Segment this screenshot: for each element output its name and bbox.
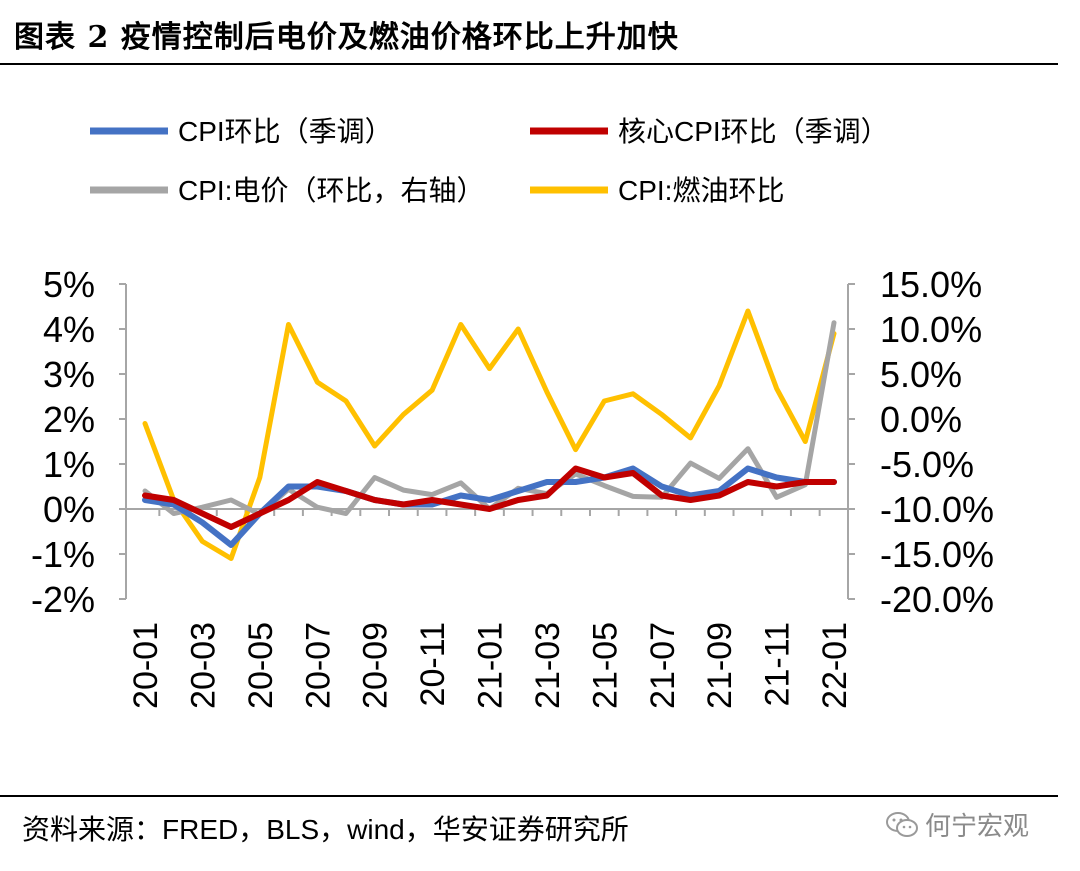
right-tick-label: -5.0%: [880, 444, 974, 485]
right-tick-label: 0.0%: [880, 399, 962, 440]
chart-area: CPI环比（季调） 核心CPI环比（季调） CPI:电价（环比，右轴） CPI:燃油环…: [31, 116, 994, 709]
right-tick-label: 15.0%: [880, 264, 982, 305]
left-tick-label: 4%: [43, 309, 95, 350]
wechat-icon: [886, 811, 918, 837]
series-line-4: [142, 308, 837, 561]
x-tick-label: 21-01: [472, 622, 510, 709]
left-tick-label: -1%: [31, 534, 95, 575]
chart-title: 图表 2 疫情控制后电价及燃油价格环比上升加快: [14, 20, 679, 55]
x-tick-label: 20-05: [242, 622, 280, 709]
x-tick-label: 20-09: [357, 622, 395, 709]
x-tick-label: 20-03: [184, 622, 222, 709]
right-tick-label: -15.0%: [880, 534, 994, 575]
left-tick-label: 3%: [43, 354, 95, 395]
left-tick-label: -2%: [31, 579, 95, 620]
left-tick-label: 0%: [43, 489, 95, 530]
watermark: 何宁宏观: [885, 806, 1029, 843]
chart-series: [142, 308, 837, 561]
legend-label: CPI环比（季调）: [178, 116, 393, 147]
left-tick-label: 2%: [43, 399, 95, 440]
x-tick-label: 21-09: [701, 622, 739, 709]
left-tick-label: 5%: [43, 264, 95, 305]
x-tick-label: 20-07: [299, 622, 337, 709]
x-tick-label: 22-01: [816, 622, 854, 709]
left-tick-label: 1%: [43, 444, 95, 485]
right-tick-label: -20.0%: [880, 579, 994, 620]
right-tick-label: 10.0%: [880, 309, 982, 350]
x-tick-label: 20-11: [414, 622, 452, 706]
chart-legend: CPI环比（季调） 核心CPI环比（季调） CPI:电价（环比，右轴） CPI:燃油环…: [90, 116, 889, 206]
watermark-text: 何宁宏观: [925, 812, 1030, 842]
source-note: 资料来源：FRED，BLS，wind，华安证券研究所: [22, 814, 629, 845]
series-line-2: [142, 465, 837, 530]
x-tick-label: 21-07: [644, 622, 682, 709]
x-tick-label: 20-01: [127, 622, 165, 709]
x-tick-label: 21-05: [586, 622, 624, 709]
legend-label: CPI:燃油环比: [618, 175, 784, 206]
right-tick-label: -10.0%: [880, 489, 994, 530]
title-divider: [0, 63, 1058, 65]
x-tick-label: 21-03: [529, 622, 567, 709]
x-tick-label: 21-11: [759, 622, 797, 706]
footer-divider: [0, 795, 1058, 797]
chart-axes: 5%4%3%2%1%0%-1%-2% 15.0%10.0%5.0%0.0%-5.0…: [31, 264, 994, 709]
right-tick-label: 5.0%: [880, 354, 962, 395]
legend-label: 核心CPI环比（季调）: [618, 116, 889, 147]
legend-label: CPI:电价（环比，右轴）: [178, 175, 484, 206]
